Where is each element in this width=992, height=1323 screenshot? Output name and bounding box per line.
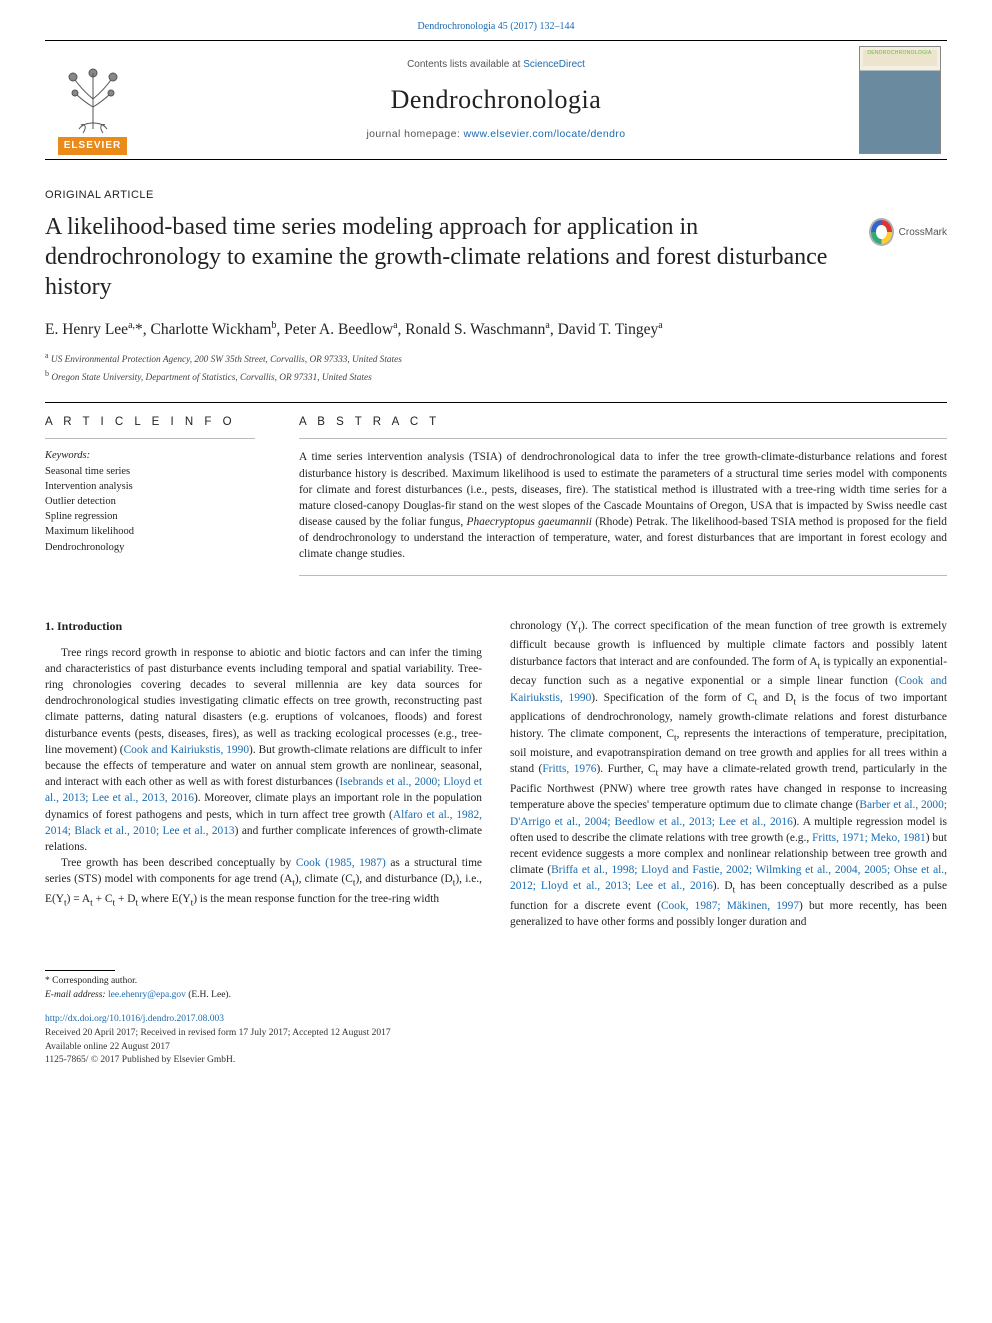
article-info-heading: A R T I C L E I N F O	[45, 415, 255, 431]
body-p1: Tree rings record growth in response to …	[45, 645, 482, 855]
sciencedirect-link[interactable]: ScienceDirect	[523, 59, 585, 70]
journal-cover-icon: DENDROCHRONOLOGIA	[859, 46, 941, 154]
abstract-column: A B S T R A C T A time series interventi…	[277, 403, 947, 586]
body-p2: Tree growth has been described conceptua…	[45, 855, 482, 911]
received-line: Received 20 April 2017; Received in revi…	[45, 1027, 947, 1041]
journal-header: ELSEVIER Contents lists available at Sci…	[45, 40, 947, 160]
article-type: ORIGINAL ARTICLE	[45, 188, 947, 203]
keywords-label: Keywords:	[45, 449, 255, 463]
email-label: E-mail address:	[45, 990, 108, 1000]
article-title: A likelihood-based time series modeling …	[45, 212, 853, 302]
contents-prefix: Contents lists available at	[407, 59, 523, 70]
affiliation-b: b Oregon State University, Department of…	[45, 368, 947, 386]
email-tail: (E.H. Lee).	[186, 990, 231, 1000]
journal-name: Dendrochronologia	[140, 82, 852, 117]
doi-link[interactable]: http://dx.doi.org/10.1016/j.dendro.2017.…	[45, 1014, 224, 1024]
publisher-logo-block: ELSEVIER	[45, 41, 140, 159]
crossmark-widget[interactable]: CrossMark	[869, 218, 947, 246]
copyright-line: 1125-7865/ © 2017 Published by Elsevier …	[45, 1054, 947, 1068]
corresponding-note: * Corresponding author.	[45, 975, 947, 989]
keyword-item: Seasonal time series	[45, 464, 255, 479]
cover-thumb-block: DENDROCHRONOLOGIA	[852, 41, 947, 159]
homepage-prefix: journal homepage:	[366, 128, 463, 140]
authors: E. Henry Leea,*, Charlotte Wickhamb, Pet…	[45, 318, 947, 341]
author-email-link[interactable]: lee.ehenry@epa.gov	[108, 990, 186, 1000]
body-columns: 1. Introduction Tree rings record growth…	[45, 618, 947, 931]
affiliation-a: a US Environmental Protection Agency, 20…	[45, 350, 947, 368]
keyword-item: Intervention analysis	[45, 479, 255, 494]
elsevier-tree-icon	[53, 59, 133, 137]
available-line: Available online 22 August 2017	[45, 1041, 947, 1055]
crossmark-icon	[869, 218, 894, 246]
affiliations: a US Environmental Protection Agency, 20…	[45, 350, 947, 386]
homepage-line: journal homepage: www.elsevier.com/locat…	[140, 127, 852, 141]
doi-block: http://dx.doi.org/10.1016/j.dendro.2017.…	[45, 1013, 947, 1068]
corresponding-author-block: * Corresponding author. E-mail address: …	[45, 970, 947, 1003]
crossmark-label: CrossMark	[899, 226, 947, 240]
keyword-item: Maximum likelihood	[45, 524, 255, 539]
keyword-item: Spline regression	[45, 509, 255, 524]
article-info-column: A R T I C L E I N F O Keywords: Seasonal…	[45, 403, 277, 586]
body-p3: chronology (Yt). The correct specificati…	[510, 618, 947, 931]
abstract-text: A time series intervention analysis (TSI…	[299, 449, 947, 562]
contents-line: Contents lists available at ScienceDirec…	[140, 58, 852, 72]
cover-title: DENDROCHRONOLOGIA	[860, 50, 940, 57]
abstract-heading: A B S T R A C T	[299, 415, 947, 431]
citation-line: Dendrochronologia 45 (2017) 132–144	[45, 20, 947, 34]
keyword-item: Outlier detection	[45, 494, 255, 509]
header-center: Contents lists available at ScienceDirec…	[140, 41, 852, 159]
citation-link[interactable]: Dendrochronologia 45 (2017) 132–144	[418, 21, 575, 32]
email-line: E-mail address: lee.ehenry@epa.gov (E.H.…	[45, 989, 947, 1003]
homepage-link[interactable]: www.elsevier.com/locate/dendro	[464, 128, 626, 140]
publisher-wordmark: ELSEVIER	[58, 137, 127, 155]
info-abstract-row: A R T I C L E I N F O Keywords: Seasonal…	[45, 403, 947, 586]
keyword-item: Dendrochronology	[45, 540, 255, 555]
keywords-list: Seasonal time seriesIntervention analysi…	[45, 464, 255, 555]
section-heading-intro: 1. Introduction	[45, 618, 482, 635]
